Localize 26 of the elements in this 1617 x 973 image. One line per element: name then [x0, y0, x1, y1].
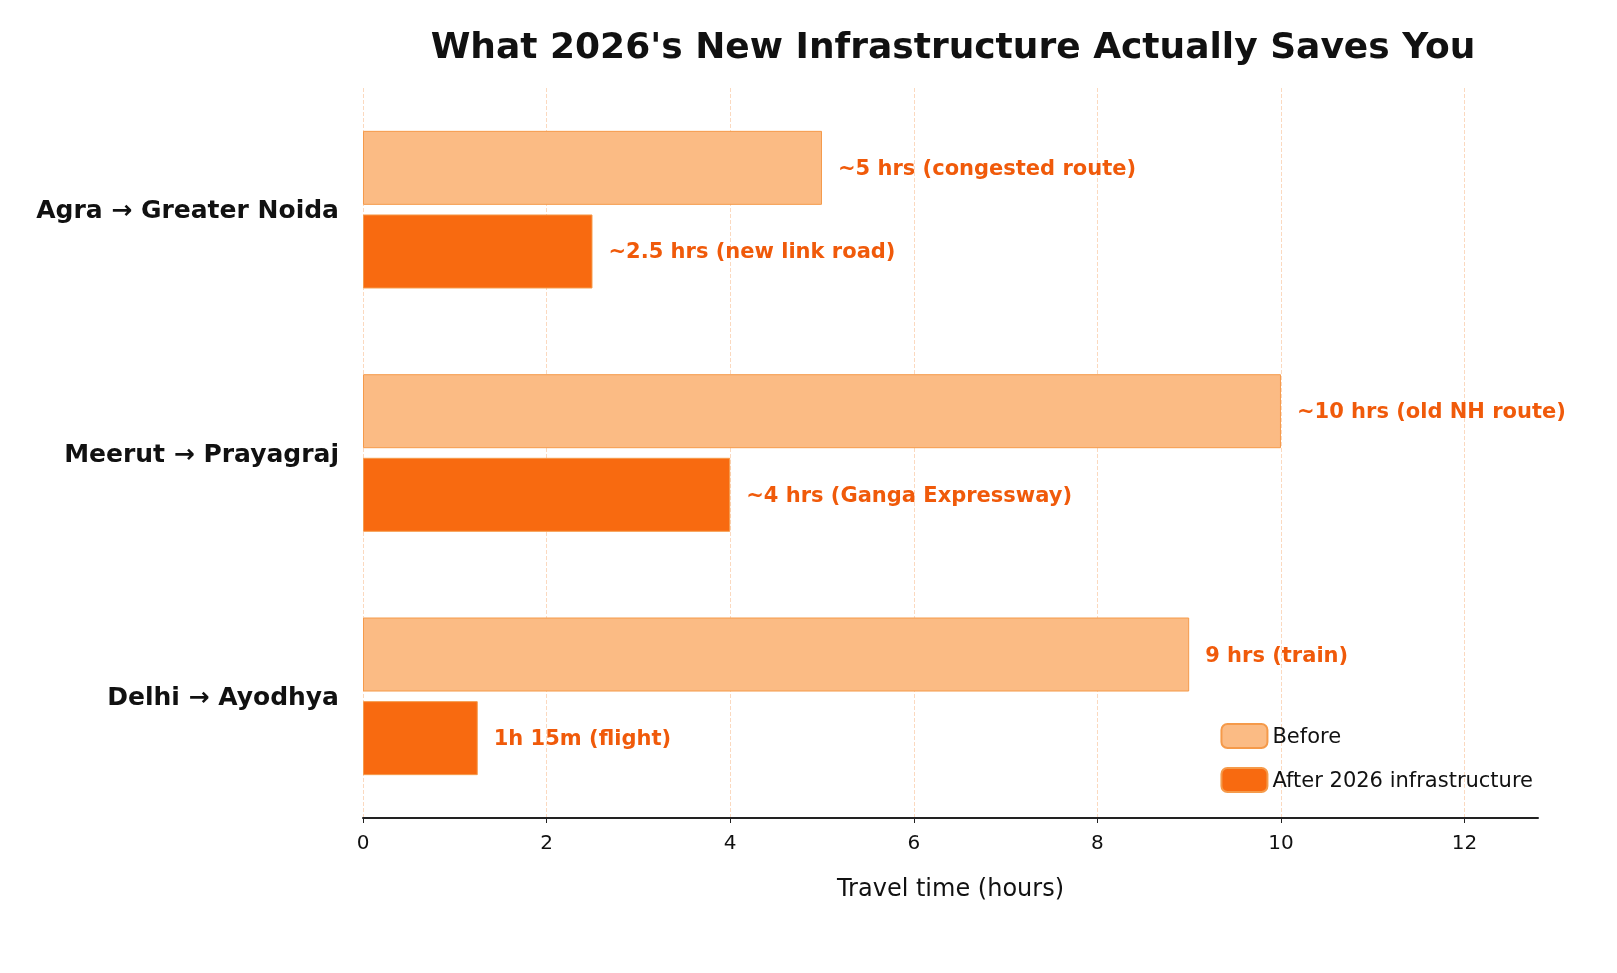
legend-label: After 2026 infrastructure — [1272, 768, 1533, 792]
data-label: 9 hrs (train) — [1205, 642, 1349, 667]
bar — [363, 374, 1281, 449]
bar — [363, 617, 1190, 692]
x-tick-label: 6 — [907, 830, 921, 854]
x-tick-label: 10 — [1268, 830, 1294, 854]
data-label: 1h 15m (flight) — [493, 726, 672, 751]
x-axis-title: Travel time (hours) — [835, 874, 1065, 902]
data-label: ~5 hrs (congested route) — [837, 155, 1137, 180]
y-tick-label: Agra → Greater Noida — [36, 195, 339, 225]
legend-label: Before — [1272, 724, 1342, 748]
y-tick-label: Meerut → Prayagraj — [64, 438, 339, 468]
bar — [363, 130, 822, 205]
x-tick-label: 12 — [1451, 830, 1478, 854]
bar — [363, 214, 593, 289]
chart-title: What 2026's New Infrastructure Actually Saves You — [430, 24, 1476, 66]
data-label: ~2.5 hrs (new link road) — [608, 239, 896, 264]
x-tick-label: 2 — [540, 830, 553, 854]
data-label: ~4 hrs (Ganga Expressway) — [746, 482, 1073, 507]
y-tick-label: Delhi → Ayodhya — [107, 681, 339, 711]
x-tick-label: 8 — [1091, 830, 1104, 854]
x-tick-label: 0 — [356, 830, 370, 854]
x-tick-label: 4 — [723, 830, 737, 854]
bar — [363, 701, 478, 776]
data-label: ~10 hrs (old NH route) — [1296, 399, 1566, 424]
bar — [363, 457, 731, 532]
